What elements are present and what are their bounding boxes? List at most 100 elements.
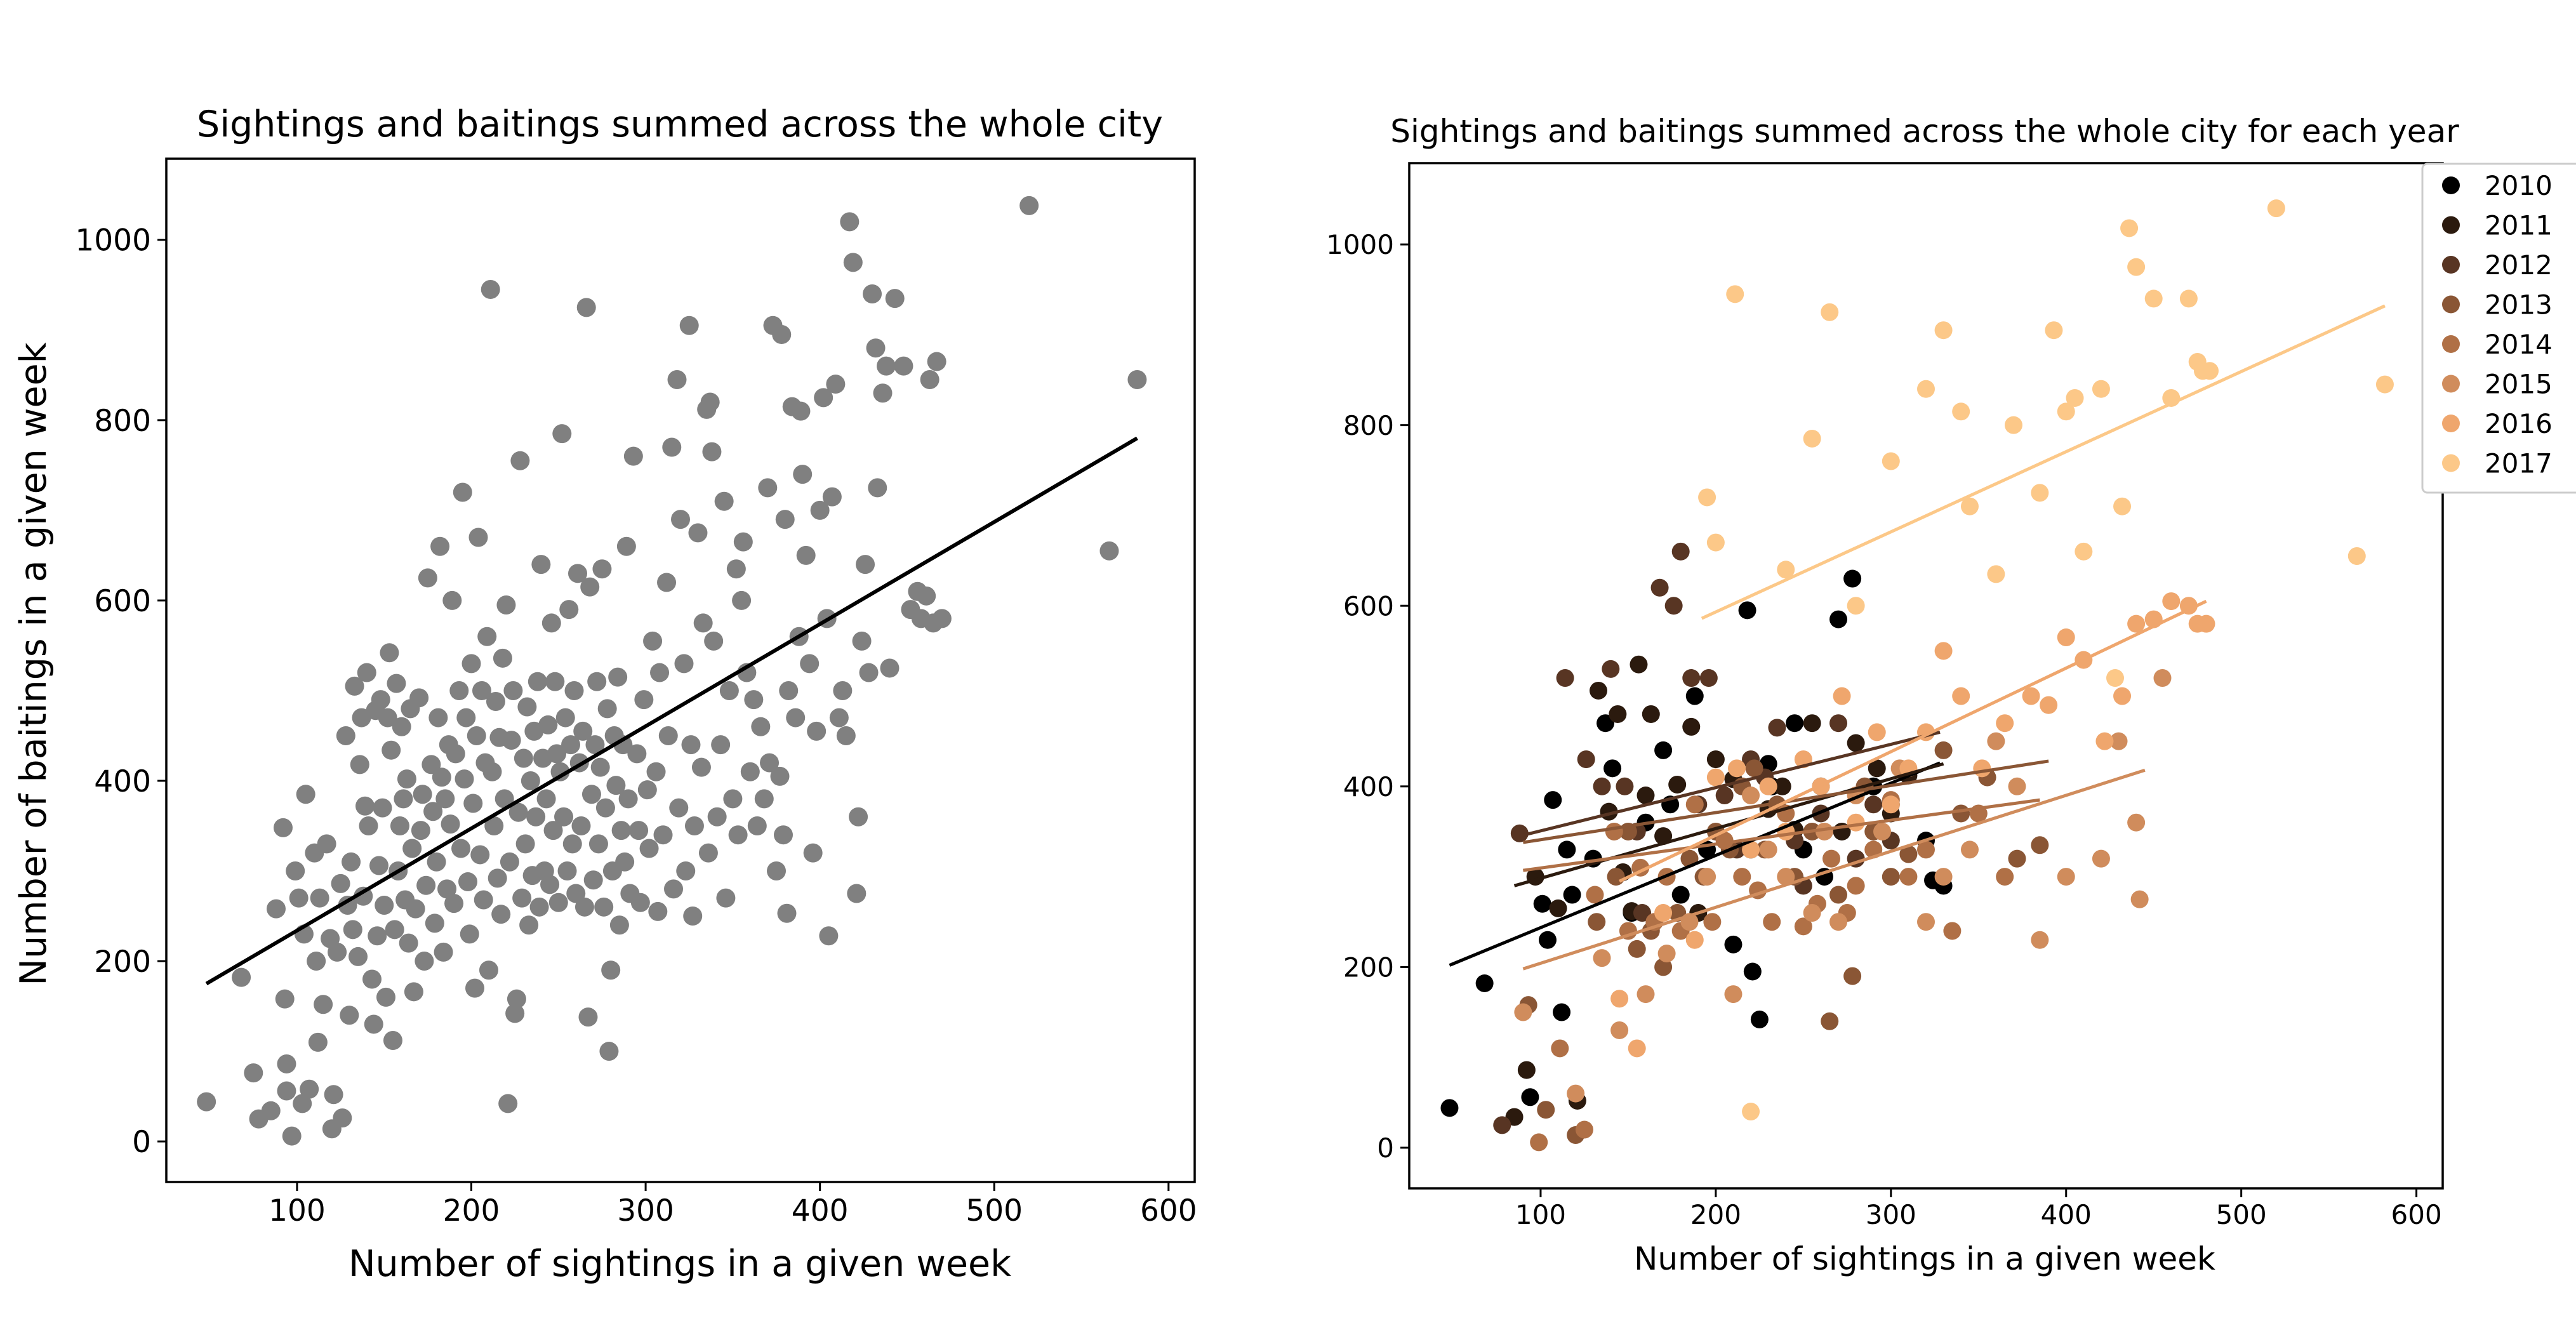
chart-left-data-point [444,894,464,913]
chart-right-data-point [1759,840,1777,859]
chart-left-data-point [375,895,394,915]
chart-right-data-point [1593,777,1611,795]
chart-left-data-point [338,895,357,915]
chart-left-x-tick-label: 500 [966,1193,1023,1228]
chart-right-data-point [1847,734,1865,752]
legend-label-2016: 2016 [2485,408,2553,439]
chart-left-data-point [566,884,586,903]
chart-left-data-point [578,1007,598,1027]
chart-right-data-point [1934,741,1953,759]
chart-left-data-point [583,870,603,890]
chart-left-data-point [507,989,526,1009]
chart-left-data-point [629,821,649,840]
chart-right-data-point [2031,836,2049,854]
chart-left-data-point [503,681,523,700]
legend-label-2012: 2012 [2485,249,2553,281]
chart-left-data-point [491,905,511,924]
chart-left-data-point [927,352,946,371]
chart-right-data-point [1960,497,1979,515]
chart-left-data-point [505,1004,525,1023]
chart-left-data-point [493,648,512,668]
chart-left-data-point [465,978,484,998]
chart-right-data-point [2057,628,2075,647]
chart-left-data-point [829,708,849,727]
chart-left-data-point [406,899,425,919]
chart-left-ylabel: Number of baitings in a given week [13,342,55,985]
chart-left-data-point [609,915,629,935]
legend-label-2017: 2017 [2485,448,2553,479]
chart-right-data-point [1682,717,1701,736]
chart-left-data-point [646,762,666,781]
legend-label-2014: 2014 [2485,329,2553,360]
chart-left-data-point [611,821,631,840]
chart-right-data-point [1588,913,1606,931]
chart-right-fit-line-2012 [1519,731,1941,838]
chart-left-data-point [310,888,329,908]
chart-right-data-point [2201,362,2219,380]
chart-right-data-point [1685,687,1704,705]
chart-left-data-point [868,478,887,498]
chart-right-data-point [1724,935,1743,953]
chart-right-data-point [1593,949,1611,967]
chart-right-data-point [1654,741,1673,759]
chart-left-data-point [442,590,462,610]
chart-left-data-point [576,298,596,317]
chart-left-data-point [411,821,430,840]
chart-right-y-tick-label: 200 [1343,952,1394,983]
chart-left-data-point [373,798,392,818]
chart-left-data-point [793,465,813,484]
chart-right-data-point [1586,886,1604,904]
chart-left-data-point [517,697,537,717]
chart-right-data-point [1597,714,1615,733]
chart-right-data-point [2004,416,2022,434]
chart-right-data-point [2008,777,2026,795]
chart-left-data-point [540,875,560,894]
chart-left-y-tick-label: 0 [132,1125,151,1160]
chart-right-data-point [1440,1099,1459,1117]
chart-left-data-point [441,814,460,834]
chart-right-data-point [1657,945,1676,963]
chart-right-data-point [1996,714,2014,733]
chart-right-data-point [1786,714,1804,733]
chart-right-data-point [2092,380,2110,398]
chart-left-data-point [683,907,703,926]
chart-left-data-point [590,757,610,777]
chart-right-data-point [1882,452,1900,470]
chart-left-data-point [574,897,594,917]
chart-right-data-point [1987,565,2005,583]
chart-left-data-point [451,839,471,858]
chart-left-data-point [657,573,677,592]
chart-left-xlabel: Number of sightings in a given week [349,1243,1011,1285]
chart-right-data-point [2127,813,2146,832]
chart-left-data-point [416,875,436,895]
chart-left-data-point [394,789,413,809]
chart-right-data-point [1706,750,1725,769]
chart-left-data-point [376,987,395,1007]
chart-left-data-point [508,802,528,822]
chart-left-data-point [601,960,621,980]
chart-left-data-point [595,798,615,818]
legend-marker-2016 [2442,415,2460,432]
chart-right-data-point [1556,669,1574,687]
chart-right-data-point [2375,375,2394,394]
chart-left-data-point [458,872,478,892]
chart-right-data-point [1773,777,1791,795]
chart-left-data-point [594,897,614,917]
chart-right-data-point [1610,1021,1629,1039]
chart-right-data-point [2127,258,2146,276]
chart-left-data-point [331,873,350,893]
chart-left-data-point [482,762,502,781]
legend-marker-2011 [2442,216,2460,234]
chart-left-data-point [740,762,760,781]
chart-left-data-point [273,818,293,837]
chart-right-data-point [1685,931,1704,949]
chart-left-data-point [266,899,286,919]
chart-left-data-point [461,654,481,674]
chart-right-series-2017 [1698,199,2394,1121]
chart-left-data-point [324,1085,343,1105]
chart-left-data-point [307,952,326,971]
chart-left-data-point [669,798,689,818]
chart-left-data-point [456,708,476,727]
chart-left-data-point [747,816,767,835]
chart-left-data-point [758,478,778,498]
